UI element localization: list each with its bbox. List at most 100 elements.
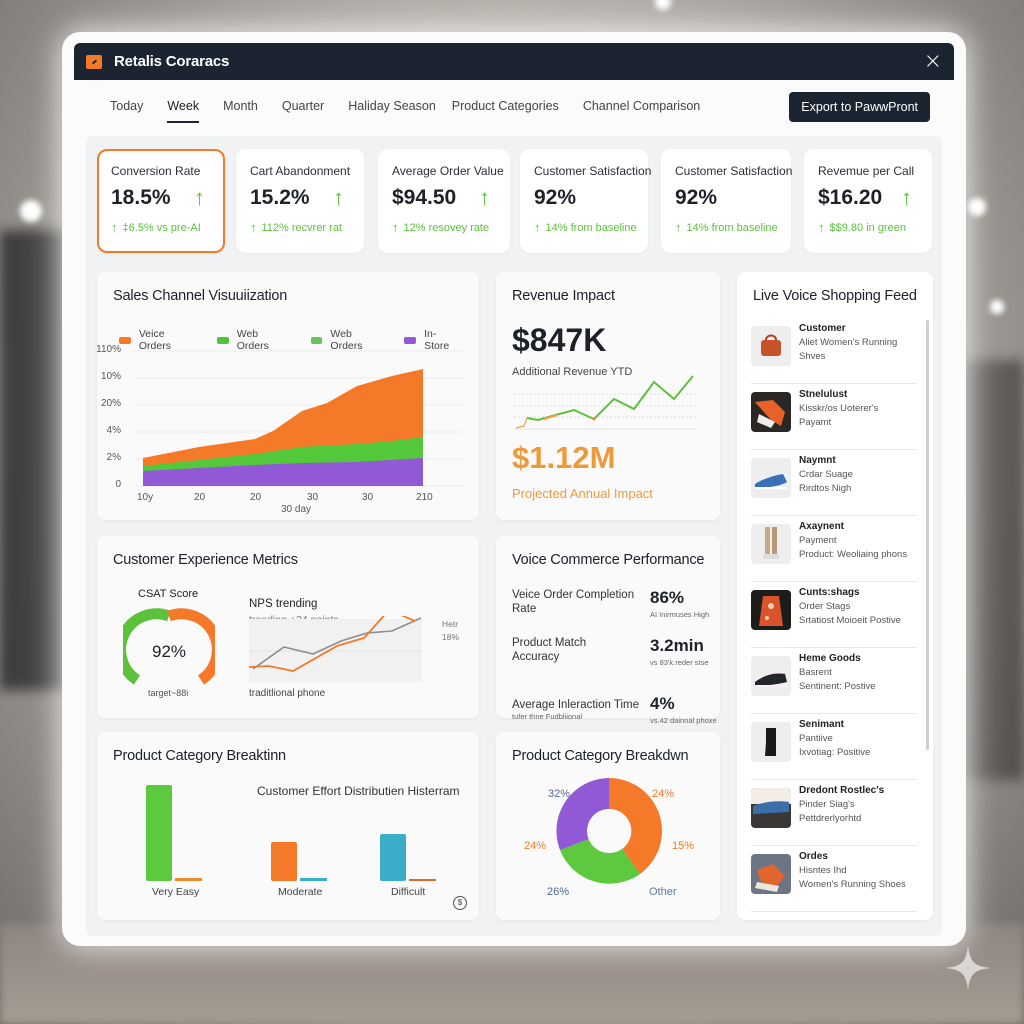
shoe-thumbnail-icon xyxy=(751,392,791,432)
revenue-impact-card: Revenue Impact $847K Additional Revenue … xyxy=(496,272,720,520)
tab-channel-comparison[interactable]: Channel Comparison xyxy=(582,99,701,113)
legend-item: Web Orders xyxy=(216,328,293,352)
nps-title: NPS trending xyxy=(249,598,318,610)
kpi-label: Customer Satisfaction xyxy=(534,164,652,178)
donut-label: 24% xyxy=(652,788,675,800)
kpi-delta: 14% from baseline xyxy=(545,221,637,234)
sneaker-thumbnail-icon xyxy=(751,458,791,498)
kpi-card-average-order-value[interactable]: Average Order Value $94.50 ↑ ↑ 12% resove… xyxy=(378,149,510,253)
projected-impact-value: $1.12M xyxy=(512,440,616,475)
export-button[interactable]: Export to PawwPront xyxy=(789,92,930,122)
feed-item[interactable]: Cunts:shags Order Stags Srtatiost Moioeit … xyxy=(751,582,917,648)
live-feed-card: Live Voice Shopping Feed Customer Aliet W… xyxy=(737,272,933,920)
y-tick: 20% xyxy=(100,398,121,409)
legend-item: Web Orders xyxy=(310,328,387,352)
running-shoe-thumbnail-icon xyxy=(751,854,791,894)
histogram-subtitle: Customer Effort Distributien Histerram xyxy=(257,784,460,798)
x-tick: 30 xyxy=(362,492,374,503)
tab-product-categories[interactable]: Product Categories xyxy=(451,99,559,113)
feed-item[interactable]: Customer Aliet Women's Running Shves xyxy=(751,318,917,384)
metric-label: Veice Order Completion Rate xyxy=(512,589,635,615)
nps-legend-series: Hetr xyxy=(442,619,459,629)
kpi-label: Revemue per Call xyxy=(818,164,915,178)
arrow-up-icon: ↑ xyxy=(901,185,912,210)
card-title: Live Voice Shopping Feed xyxy=(753,288,917,304)
background-light xyxy=(655,0,671,10)
dashboard-window: Retalis Coraracs × Today Week Month Quar… xyxy=(62,32,966,946)
currency-info-icon[interactable]: $ xyxy=(453,896,467,910)
x-tick: 20 xyxy=(250,492,262,503)
kpi-card-conversion-rate[interactable]: Conversion Rate 18.5% ↑ ↑ ‡6.5% vs pre-AI xyxy=(97,149,225,253)
kpi-value: 15.2% xyxy=(250,186,310,209)
kpi-card-cart-abandonment[interactable]: Cart Abandonment 15.2% ↑ ↑ 112% recvrer r… xyxy=(236,149,364,253)
feed-list: Customer Aliet Women's Running Shves Stnel… xyxy=(751,318,917,912)
category-donut-card: Product Category Breakdwn 32% 24% 15% 24… xyxy=(496,732,720,920)
csat-gauge xyxy=(123,608,215,685)
feed-item[interactable]: Stnelulust Kisskr/os Uoterer's Payamt xyxy=(751,384,917,450)
kpi-delta: 112% recvrer rat xyxy=(261,221,343,234)
arrow-up-icon: ↑ xyxy=(111,220,118,235)
kpi-value: $94.50 xyxy=(392,186,457,209)
kpi-value: 92% xyxy=(675,186,718,209)
voice-commerce-card: Voice Commerce Performance Veice Order C… xyxy=(496,536,720,725)
effort-histogram-card: Product Category Breaktinn Customer Effo… xyxy=(97,732,479,920)
kpi-label: Conversion Rate xyxy=(111,164,201,178)
tab-month[interactable]: Month xyxy=(223,99,258,113)
app-logo-icon xyxy=(86,54,102,69)
feed-item[interactable]: Dredont Rostlec's Pinder Siag's Pettdrerly… xyxy=(751,780,917,846)
tab-week[interactable]: Week xyxy=(167,93,199,123)
chart-legend: Veice Orders Web Orders Web Orders In-St… xyxy=(119,328,479,352)
nps-line-chart xyxy=(249,616,422,682)
sparkle-icon xyxy=(945,945,991,991)
kpi-card-customer-satisfaction[interactable]: Customer Satisfaction 92% ↑ 14% from base… xyxy=(520,149,652,253)
legend-item: Veice Orders xyxy=(119,328,199,352)
kpi-delta: 12% resovey rate xyxy=(403,221,490,234)
black-boot-thumbnail-icon xyxy=(751,722,791,762)
black-sneaker-thumbnail-icon xyxy=(751,656,791,696)
metric-label: Average Inleraction Time xyxy=(512,699,639,711)
tab-today[interactable]: Today xyxy=(110,99,144,113)
feed-item[interactable]: Naymnt Crdar Suage Rirdtos Nigh xyxy=(751,450,917,516)
metric-note: AI Inirmuses High xyxy=(650,610,710,619)
feed-item[interactable]: Ordes Hisntes Ihd Women's Running Shoes xyxy=(751,846,917,912)
metric-value: 4% xyxy=(650,694,675,713)
close-button[interactable]: × xyxy=(923,48,942,74)
feed-item[interactable]: Axaynent Payment Product: Weoliaing phons xyxy=(751,516,917,582)
metric-subnote: tufer thne Fudbliional xyxy=(512,712,583,721)
card-title: Product Category Breaktinn xyxy=(113,748,286,764)
stacked-area-chart xyxy=(133,350,463,487)
metric-value: 3.2min xyxy=(650,636,704,655)
y-tick: 4% xyxy=(106,425,121,436)
metric-note: vs.42 dainnal phoxe xyxy=(650,716,717,725)
tab-quarter[interactable]: Quarter xyxy=(281,99,325,113)
metric-row: Veice Order Completion Rate 86% AI Inirm… xyxy=(512,588,712,619)
donut-label: 26% xyxy=(547,886,570,898)
feed-item[interactable]: Senimant Pantiive Ixvotiag: Positive xyxy=(751,714,917,780)
feed-scrollbar[interactable] xyxy=(926,320,929,750)
kpi-delta: 14% from baseline xyxy=(686,221,778,234)
effort-bar-chart xyxy=(146,785,436,881)
background-shelf-left xyxy=(0,230,70,690)
csat-label: CSAT Score xyxy=(138,588,199,600)
arrow-up-icon: ↑ xyxy=(534,220,541,235)
kpi-value: 18.5% xyxy=(111,186,171,209)
feed-item[interactable]: Heme Goods Basrent Sentinent: Postive xyxy=(751,648,917,714)
card-title: Sales Channel Visuuiization xyxy=(113,288,288,304)
arrow-up-icon: ↑ xyxy=(675,220,682,235)
kpi-card-customer-satisfaction-2[interactable]: Customer Satisfaction 92% ↑ 14% from base… xyxy=(661,149,792,253)
boots-thumbnail-icon xyxy=(751,524,791,564)
donut-label: 32% xyxy=(548,788,571,800)
kpi-value: 92% xyxy=(534,186,577,209)
arrow-up-icon: ↑ xyxy=(250,220,257,235)
kpi-label: Average Order Value xyxy=(392,164,504,178)
x-tick: 10y xyxy=(137,492,154,503)
card-title: Voice Commerce Performance xyxy=(512,552,705,568)
kpi-card-revenue-per-call[interactable]: Revemue per Call $16.20 ↑ ↑ $$9.80 in gre… xyxy=(804,149,932,253)
kpi-label: Cart Abandonment xyxy=(250,164,351,178)
arrow-up-icon: ↑ xyxy=(392,220,399,235)
card-title: Revenue Impact xyxy=(512,288,615,304)
arrow-up-icon: ↑ xyxy=(479,185,490,210)
background-light xyxy=(990,300,1004,314)
tab-holiday-season[interactable]: Haliday Season xyxy=(348,99,436,113)
metric-note: vs 83'k.reder stse xyxy=(650,658,709,667)
